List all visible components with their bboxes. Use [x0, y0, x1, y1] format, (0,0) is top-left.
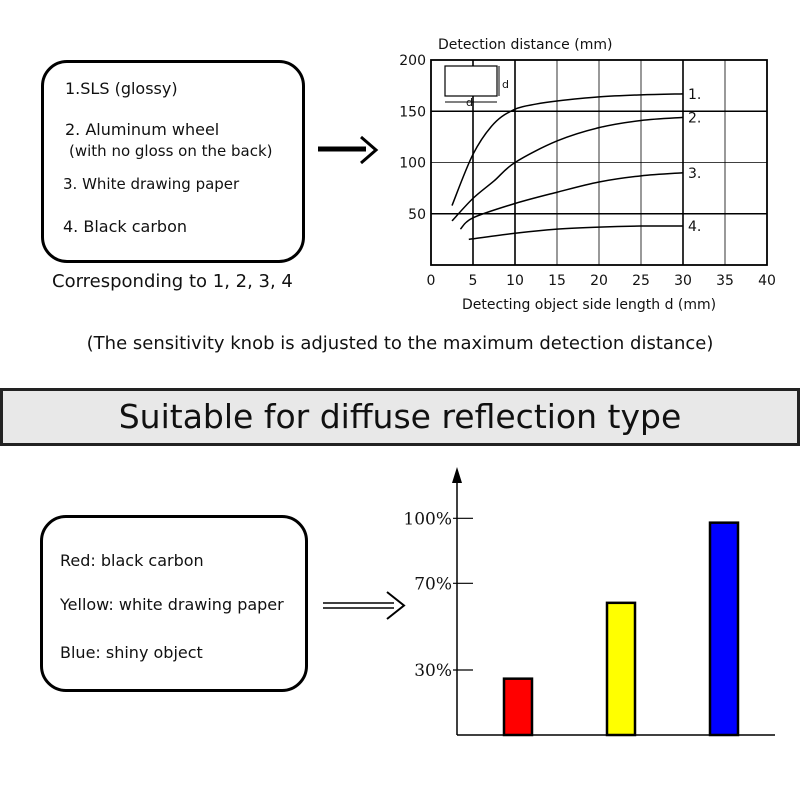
- inset-height-label: d: [502, 78, 509, 91]
- bar-yellow: [605, 601, 637, 737]
- x-tick-label: 30: [674, 273, 692, 289]
- y-tick-label: 200: [399, 53, 426, 69]
- banner-title: Suitable for diffuse reflection type: [118, 397, 682, 436]
- bar-blue: [708, 521, 740, 737]
- y-tick-label: 100: [399, 156, 426, 172]
- inset-square: [444, 65, 498, 97]
- x-tick-label: 40: [758, 273, 776, 289]
- section-banner: Suitable for diffuse reflection type: [0, 388, 800, 446]
- series-label-1: 1.: [688, 87, 701, 103]
- x-axis-label: Detecting object side length d (mm): [462, 297, 716, 313]
- inset-width-label: d: [466, 96, 473, 109]
- legend-item-red: Red: black carbon: [60, 551, 204, 570]
- y-tick-label: 50: [408, 207, 426, 223]
- series-label-3: 3.: [688, 166, 701, 182]
- x-tick-label: 0: [427, 273, 436, 289]
- series-line-2: [451, 116, 684, 222]
- y-tick-label: 30%: [414, 661, 452, 681]
- x-tick-label: 25: [632, 273, 650, 289]
- sensitivity-note: (The sensitivity knob is adjusted to the…: [86, 333, 714, 354]
- legend-item-4: 4. Black carbon: [63, 217, 187, 236]
- legend-item-yellow: Yellow: white drawing paper: [60, 595, 284, 614]
- series-line-3: [459, 172, 684, 230]
- x-tick-label: 35: [716, 273, 734, 289]
- plot-frame: [430, 59, 768, 266]
- chart-grid: [431, 60, 767, 265]
- x-tick-label: 15: [548, 273, 566, 289]
- x-tick-label: 10: [506, 273, 524, 289]
- inset-diagram: d d: [444, 65, 509, 109]
- y-axis-arrow-icon: [452, 467, 462, 483]
- legend-box-colors: Red: black carbon Yellow: white drawing …: [40, 515, 308, 692]
- legend-item-2: 2. Aluminum wheel: [65, 120, 220, 139]
- series-label-4: 4.: [688, 219, 701, 235]
- series-line-4: [468, 225, 684, 241]
- x-tick-label: 5: [469, 273, 478, 289]
- corresponding-caption: Corresponding to 1, 2, 3, 4: [52, 271, 293, 292]
- y-tick-label: 100%: [403, 509, 452, 529]
- legend-item-2-note: (with no gloss on the back): [69, 142, 273, 160]
- legend-box-objects: 1.SLS (glossy) 2. Aluminum wheel (with n…: [41, 60, 305, 263]
- x-tick-label: 20: [590, 273, 608, 289]
- legend-item-blue: Blue: shiny object: [60, 643, 203, 662]
- series-label-2: 2.: [688, 110, 701, 126]
- y-tick-label: 150: [399, 104, 426, 120]
- y-tick-label: 70%: [414, 574, 452, 594]
- legend-item-3: 3. White drawing paper: [63, 175, 240, 193]
- legend-item-1: 1.SLS (glossy): [65, 79, 178, 98]
- bar-red: [502, 677, 534, 737]
- series-line-1: [451, 93, 684, 206]
- y-axis-label: Detection distance (mm): [438, 37, 612, 53]
